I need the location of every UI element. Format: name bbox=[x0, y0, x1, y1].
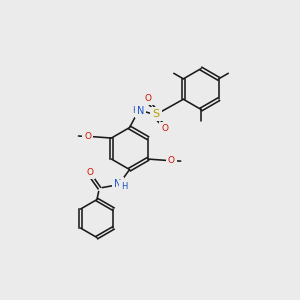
Text: S: S bbox=[152, 109, 159, 119]
Text: H: H bbox=[132, 106, 139, 115]
Text: O: O bbox=[145, 94, 152, 103]
Text: O: O bbox=[84, 132, 91, 141]
Text: O: O bbox=[168, 156, 175, 165]
Text: O: O bbox=[86, 168, 93, 177]
Text: N: N bbox=[137, 106, 144, 116]
Text: H: H bbox=[121, 182, 127, 191]
Text: N: N bbox=[114, 179, 122, 189]
Text: O: O bbox=[161, 124, 168, 133]
